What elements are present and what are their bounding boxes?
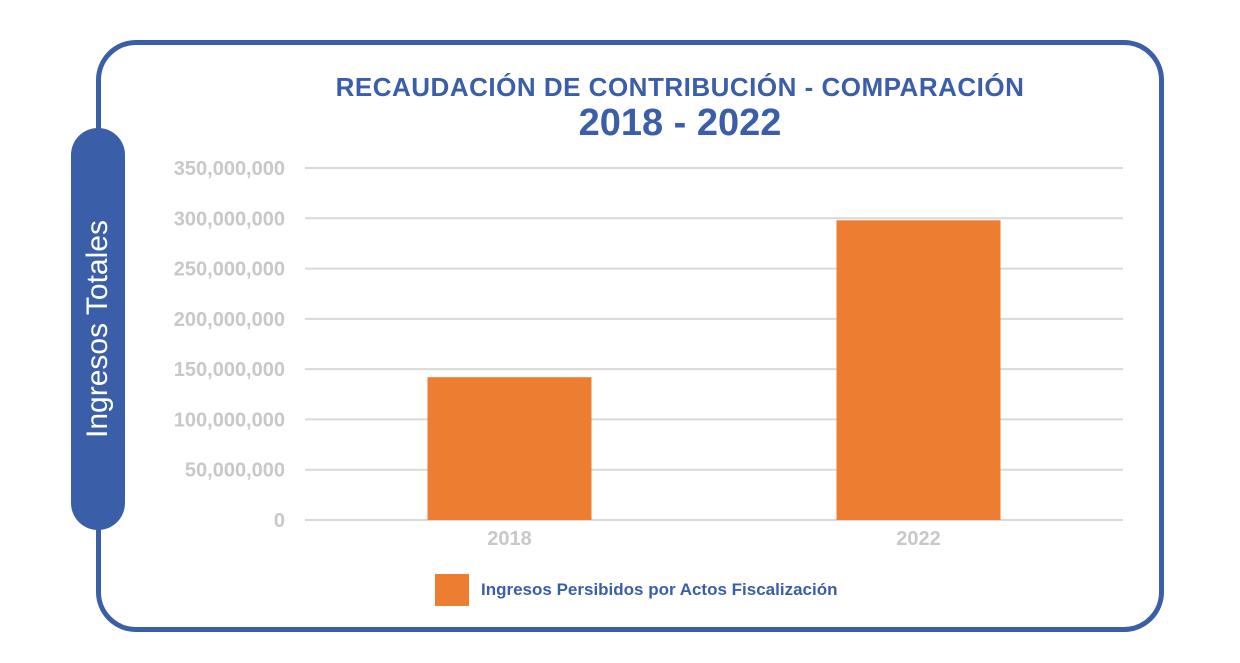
chart-title: RECAUDACIÓN DE CONTRIBUCIÓN - COMPARACIÓ… — [335, 72, 1025, 102]
legend-swatch — [435, 574, 469, 606]
y-tick-label: 300,000,000 — [174, 208, 285, 230]
bar-2018 — [427, 377, 592, 520]
legend: Ingresos Persibidos por Actos Fiscalizac… — [435, 574, 837, 606]
x-tick-label: 2022 — [896, 528, 941, 550]
x-tick-label: 2018 — [487, 528, 532, 550]
y-tick-label: 0 — [274, 510, 285, 532]
y-tick-label: 150,000,000 — [174, 359, 285, 381]
bar-2022 — [836, 220, 1001, 520]
y-axis-label-pill — [71, 128, 125, 530]
y-tick-label: 200,000,000 — [174, 309, 285, 331]
legend-label: Ingresos Persibidos por Actos Fiscalizac… — [481, 580, 838, 599]
chart-subtitle: 2018 - 2022 — [578, 102, 782, 144]
y-tick-label: 100,000,000 — [174, 409, 285, 431]
y-tick-label: 250,000,000 — [174, 259, 285, 281]
y-tick-label: 50,000,000 — [185, 460, 285, 482]
y-tick-label: 350,000,000 — [174, 158, 285, 180]
